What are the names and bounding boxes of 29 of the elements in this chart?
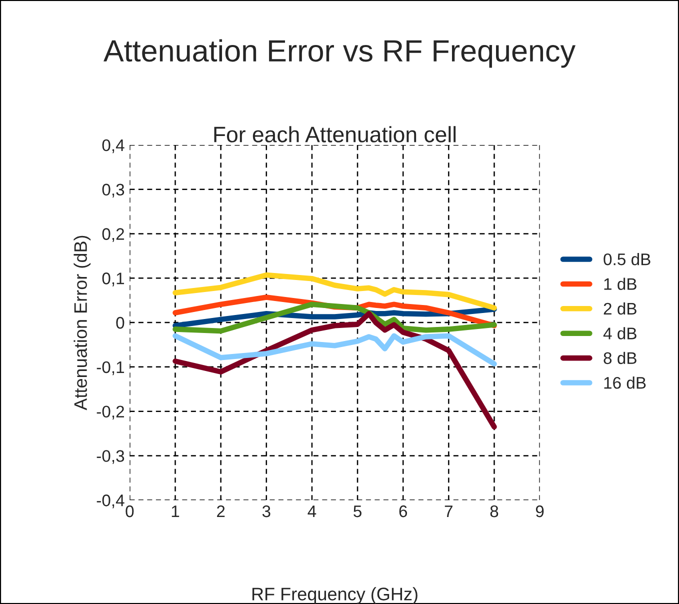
y-tick-label: -0,2	[96, 406, 124, 420]
x-tick-label: 8	[490, 505, 498, 518]
x-tick-label: 7	[444, 506, 452, 518]
legend-label: 2 dB	[604, 302, 636, 315]
y-axis-title: Attenuation Error (dB)	[74, 236, 91, 410]
y-tick-label: 0,4	[102, 139, 124, 154]
legend-label: 1 dB	[604, 278, 636, 290]
x-axis-title: RF Frequency (GHz)	[252, 587, 418, 604]
legend-label: 4 dB	[603, 327, 636, 340]
y-tick-label: 0,3	[102, 184, 124, 198]
x-tick-label: 3	[262, 505, 270, 518]
x-tick-label: 0	[126, 505, 134, 518]
x-tick-label: 6	[399, 505, 407, 518]
legend-label: 0.5 dB	[604, 253, 650, 266]
y-tick-label: 0,1	[102, 272, 124, 286]
x-tick-label: 1	[172, 506, 180, 518]
legend-label: 16 dB	[604, 376, 646, 389]
chart-subtitle: For each Attenuation cell	[214, 126, 456, 142]
chart-title: Attenuation Error vs RF Frequency	[104, 39, 576, 68]
y-tick-label: -0,4	[96, 494, 124, 508]
y-tick-label: 0,2	[102, 228, 124, 242]
x-tick-label: 2	[217, 505, 225, 518]
y-tick-label: -0,1	[96, 361, 124, 376]
legend-label: 8 dB	[604, 352, 636, 364]
x-tick-label: 5	[354, 506, 362, 518]
y-tick-label: 0	[116, 316, 124, 329]
x-tick-label: 9	[536, 505, 544, 518]
y-tick-label: -0,3	[96, 450, 124, 464]
x-tick-label: 4	[308, 506, 316, 518]
